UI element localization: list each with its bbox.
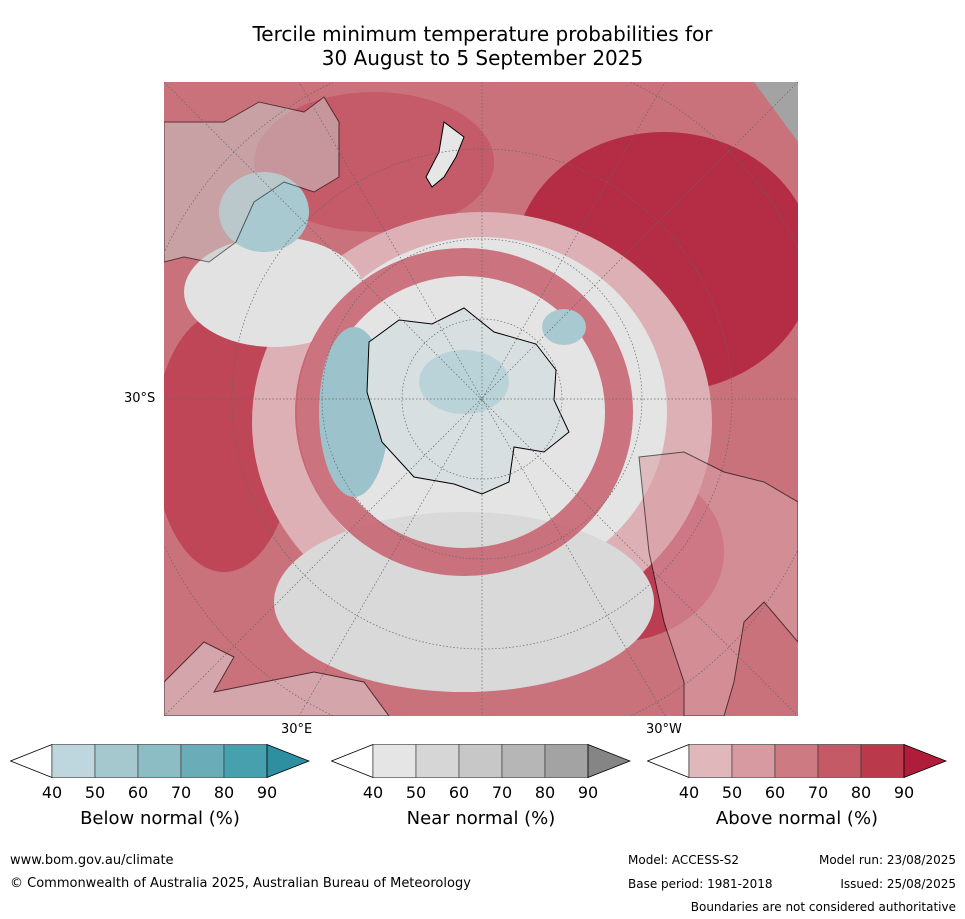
south-america-outline — [638, 451, 798, 716]
near-normal-colorbar-title: Near normal (%) — [406, 808, 556, 829]
near-normal-region — [184, 237, 364, 347]
colorbar-segment — [688, 744, 733, 778]
colorbar-svg — [10, 744, 310, 778]
colorbar-segment — [51, 744, 96, 778]
colorbar-tick-label: 60 — [448, 783, 470, 802]
colorbar-tick-label: 40 — [362, 783, 384, 802]
colorbar-high-extension — [903, 744, 947, 778]
longitude-label-30w: 30°W — [646, 722, 682, 737]
colorbar-tick-label: 70 — [807, 783, 829, 802]
footer-model: Model: ACCESS-S2 — [628, 853, 740, 867]
colorbar-high-extension — [266, 744, 310, 778]
colorbar-segment — [137, 744, 182, 778]
above-normal-band — [295, 248, 633, 576]
colorbar-tick-label: 50 — [721, 783, 743, 802]
colorbar-segment — [180, 744, 225, 778]
colorbar-tick-label: 70 — [170, 783, 192, 802]
probability-map — [164, 82, 798, 716]
footer-issued: Issued: 25/08/2025 — [840, 877, 956, 891]
footer-disclaimer: Boundaries are not considered authoritat… — [690, 900, 956, 914]
map-canvas — [164, 82, 798, 716]
colorbar-svg — [331, 744, 631, 778]
map-title-line-1: Tercile minimum temperature probabilitie… — [252, 22, 713, 46]
colorbar-tick-label: 40 — [678, 783, 700, 802]
colorbar-tick-label: 90 — [577, 783, 599, 802]
colorbar-segment — [774, 744, 819, 778]
colorbar-high-extension — [587, 744, 631, 778]
colorbar-segment — [817, 744, 862, 778]
colorbar-tick-label: 80 — [213, 783, 235, 802]
colorbar-segment — [731, 744, 776, 778]
australia-outline — [164, 96, 340, 263]
colorbar-tick-label: 50 — [84, 783, 106, 802]
colorbar-tick-label: 80 — [534, 783, 556, 802]
colorbar-segment — [860, 744, 905, 778]
above-normal-colorbar — [647, 744, 947, 778]
colorbar-segment — [458, 744, 503, 778]
near-normal-region — [274, 512, 654, 692]
colorbar-segment — [501, 744, 546, 778]
colorbar-segment — [94, 744, 139, 778]
latitude-label-30s: 30°S — [124, 391, 156, 406]
footer-model-run: Model run: 23/08/2025 — [818, 853, 956, 867]
colorbar-tick-label: 90 — [256, 783, 278, 802]
longitude-label-30e: 30°E — [281, 722, 313, 737]
colorbar-tick-label: 80 — [850, 783, 872, 802]
near-normal-region — [754, 82, 798, 142]
colorbar-tick-label: 60 — [764, 783, 786, 802]
colorbar-low-extension — [331, 744, 374, 778]
below-normal-colorbar — [10, 744, 310, 778]
near-normal-colorbar — [331, 744, 631, 778]
colorbar-low-extension — [647, 744, 690, 778]
colorbar-tick-label: 40 — [41, 783, 63, 802]
africa-outline — [164, 641, 390, 716]
colorbar-tick-label: 90 — [893, 783, 915, 802]
footer-copyright: © Commonwealth of Australia 2025, Austra… — [10, 876, 471, 891]
colorbar-low-extension — [10, 744, 53, 778]
colorbar-tick-label: 70 — [491, 783, 513, 802]
footer-url: www.bom.gov.au/climate — [10, 853, 174, 868]
colorbar-svg — [647, 744, 947, 778]
graticule — [164, 82, 798, 716]
map-title-line-2: 30 August to 5 September 2025 — [321, 46, 644, 70]
colorbar-tick-label: 60 — [127, 783, 149, 802]
colorbar-tick-label: 50 — [405, 783, 427, 802]
colorbar-segment — [372, 744, 417, 778]
new-zealand-outline — [425, 121, 465, 188]
footer-base-period: Base period: 1981-2018 — [628, 877, 773, 891]
below-normal-region — [542, 309, 586, 345]
below-normal-colorbar-title: Below normal (%) — [80, 808, 240, 829]
colorbar-segment — [544, 744, 589, 778]
above-normal-colorbar-title: Above normal (%) — [715, 808, 879, 829]
colorbar-segment — [415, 744, 460, 778]
colorbar-segment — [223, 744, 268, 778]
